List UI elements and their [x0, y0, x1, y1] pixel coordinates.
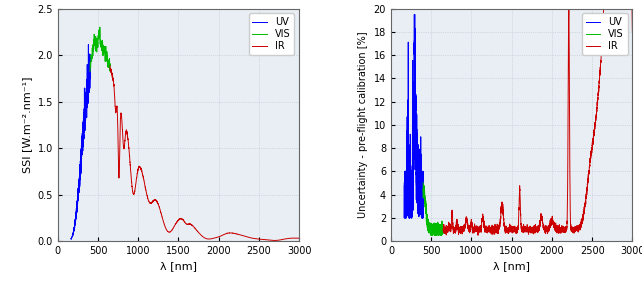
VIS [419, 181, 427, 184]
UV [410, 13, 418, 16]
IR [474, 234, 482, 237]
VIS [87, 55, 95, 58]
UV [419, 191, 427, 195]
VIS [430, 226, 438, 230]
UV [67, 237, 75, 241]
Legend: UV, VIS, IR: UV, VIS, IR [582, 13, 627, 55]
IR [439, 227, 447, 230]
IR [600, 7, 607, 10]
IR [295, 236, 303, 240]
IR [629, 30, 636, 33]
VIS [86, 70, 94, 73]
UV [408, 119, 416, 122]
IR [272, 239, 279, 242]
IR [271, 239, 279, 242]
IR [520, 228, 528, 231]
VIS [431, 232, 439, 235]
Line: VIS: VIS [423, 183, 443, 235]
UV [82, 105, 89, 108]
UV [404, 185, 412, 189]
VIS [439, 228, 447, 232]
Line: UV: UV [404, 14, 423, 218]
IR [291, 236, 299, 240]
UV [401, 216, 408, 220]
UV [410, 49, 418, 53]
VIS [429, 224, 437, 227]
UV [79, 131, 87, 135]
UV [78, 146, 86, 149]
Line: VIS: VIS [90, 27, 110, 71]
UV [85, 43, 92, 46]
IR [473, 224, 480, 227]
VIS [439, 229, 447, 232]
UV [86, 67, 94, 70]
VIS [428, 234, 436, 237]
IR [461, 226, 469, 230]
VIS [101, 55, 109, 59]
VIS [98, 48, 106, 52]
IR [512, 225, 519, 229]
UV [401, 181, 408, 185]
IR [187, 223, 195, 226]
IR [128, 181, 135, 184]
Line: IR: IR [443, 9, 632, 235]
UV [411, 99, 419, 103]
VIS [429, 224, 437, 228]
UV [83, 83, 91, 87]
Y-axis label: SSI [W.m⁻².nm⁻¹]: SSI [W.m⁻².nm⁻¹] [22, 77, 32, 173]
IR [139, 174, 147, 177]
VIS [96, 26, 104, 29]
X-axis label: λ [nm]: λ [nm] [160, 261, 197, 272]
Line: IR: IR [110, 66, 299, 241]
UV [407, 192, 415, 195]
IR [106, 64, 114, 68]
X-axis label: λ [nm]: λ [nm] [493, 261, 530, 272]
VIS [98, 44, 105, 48]
UV [403, 156, 411, 159]
Y-axis label: Uncertainty - pre-flight calibration [%]: Uncertainty - pre-flight calibration [%] [358, 32, 368, 218]
VIS [436, 230, 444, 234]
VIS [106, 64, 114, 67]
VIS [99, 47, 107, 51]
Legend: UV, VIS, IR: UV, VIS, IR [248, 13, 294, 55]
UV [79, 121, 87, 124]
UV [69, 235, 76, 238]
IR [605, 7, 612, 10]
IR [178, 218, 186, 221]
UV [67, 237, 75, 241]
VIS [103, 59, 111, 62]
Line: UV: UV [71, 45, 90, 239]
IR [625, 7, 632, 10]
